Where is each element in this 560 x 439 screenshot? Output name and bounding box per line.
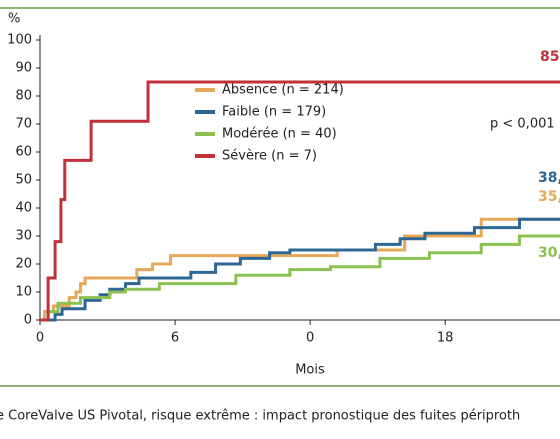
y-tick-label: 60 [15, 145, 32, 160]
legend-label: Faible (n = 179) [222, 105, 326, 120]
y-tick-label: 0 [24, 313, 32, 328]
end-label: 85, [540, 49, 560, 65]
end-label: 38, [538, 170, 560, 186]
legend-label: Modérée (n = 40) [222, 127, 337, 142]
y-axis-label: % [8, 12, 20, 27]
y-tick-label: 90 [15, 61, 32, 76]
series-line [40, 217, 560, 322]
y-tick-label: 20 [15, 257, 32, 272]
y-tick-label: 40 [15, 201, 32, 216]
y-tick-label: 70 [15, 117, 32, 132]
x-tick-label: 6 [171, 331, 179, 346]
y-tick-label: 30 [15, 229, 32, 244]
legend-label: Sévère (n = 7) [222, 149, 317, 164]
series-line [40, 80, 560, 322]
p-value: p < 0,001 [490, 117, 555, 132]
end-label: 30, [538, 245, 560, 261]
x-tick-label: 0 [36, 331, 44, 346]
series-line [40, 234, 560, 322]
caption: e CoreValve US Pivotal, risque extrême :… [0, 409, 520, 424]
y-tick-label: 50 [15, 173, 32, 188]
x-axis-label: Mois [295, 363, 325, 378]
y-tick-label: 100 [7, 33, 32, 48]
x-tick-label: 0 [306, 331, 314, 346]
series-line [40, 217, 560, 322]
legend-label: Absence (n = 214) [222, 83, 344, 98]
y-tick-label: 10 [15, 285, 32, 300]
y-tick-label: 80 [15, 89, 32, 104]
x-tick-label: 18 [437, 331, 454, 346]
end-label: 35, [538, 189, 560, 205]
